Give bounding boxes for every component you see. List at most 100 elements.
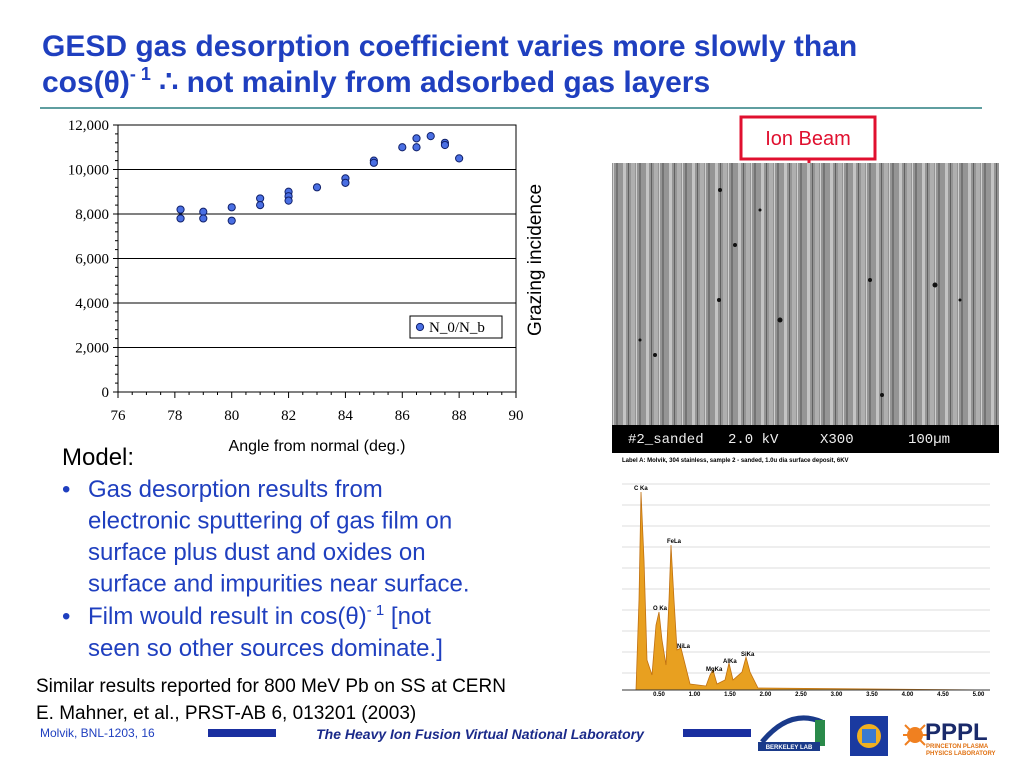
- data-point: [440, 140, 450, 150]
- legend-label: N_0/N_b: [429, 320, 485, 336]
- berkeley-logo: [758, 715, 825, 751]
- bullet-text: seen so other sources dominate.]: [88, 635, 443, 662]
- data-point: [199, 207, 208, 216]
- spectrum-peak-label: FeLa: [667, 539, 682, 545]
- pppl-logo: [903, 724, 927, 746]
- y-tick-label: 6,000: [75, 252, 109, 268]
- ion-beam-label: Ion Beam: [765, 128, 851, 150]
- x-tick-label: 86: [395, 408, 411, 424]
- spectrum-tick-label: 2.00: [760, 692, 772, 698]
- sem-specks: [638, 188, 962, 397]
- spectrum-tick-label: 1.50: [724, 692, 736, 698]
- data-point: [398, 143, 407, 152]
- title-text: ∴ not mainly from adsorbed gas layers: [151, 66, 710, 99]
- x-tick-label: 76: [111, 408, 127, 424]
- spectrum-tick-label: 5.00: [973, 692, 985, 698]
- model-heading: Model:: [62, 444, 134, 471]
- data-point: [412, 143, 421, 152]
- data-point: [176, 205, 185, 214]
- x-tick-label: 88: [452, 408, 467, 424]
- bullets: • Gas desorption results from electronic s…: [62, 476, 470, 598]
- title-superscript: - 1: [130, 64, 151, 84]
- spectrum-tick-label: 0.50: [653, 692, 665, 698]
- spectrum-tick-label: 1.00: [689, 692, 701, 698]
- data-point: [412, 134, 421, 143]
- y-tick-label: 2,000: [75, 341, 109, 357]
- logo-text: PHYSICS LABORATORY: [926, 751, 996, 757]
- spectrum-tick-label: 3.00: [831, 692, 843, 698]
- spectrum-tick-label: 3.50: [866, 692, 878, 698]
- center-logo: [850, 716, 888, 756]
- title: GESD gas desorption coefficient varies m…: [42, 30, 857, 63]
- footer-bar: [208, 729, 276, 737]
- legend-box: [409, 315, 503, 339]
- note: E. Mahner, et al., PRST-AB 6, 013201 (20…: [36, 703, 416, 724]
- sem-image: [612, 163, 999, 425]
- note: Similar results reported for 800 MeV Pb …: [36, 676, 506, 697]
- data-point: [426, 132, 435, 141]
- spectrum-tick-label: 4.00: [902, 692, 914, 698]
- ion-beam-box: [739, 115, 877, 161]
- data-point: [284, 196, 293, 205]
- data-point: [176, 214, 185, 223]
- y-tick-label: 12,000: [68, 118, 109, 134]
- data-point: [256, 201, 265, 210]
- bullet-text: surface and impurities near surface.: [88, 571, 470, 598]
- logo-text: PPPL: [925, 719, 988, 746]
- spectrum-tick-label: 4.50: [937, 692, 949, 698]
- spectrum-tick-label: 2.50: [795, 692, 807, 698]
- sem-info: 100µm: [908, 432, 950, 448]
- scatter-chart: 0 2,000 4,000 6,000 8,000 10,000 12,000 76 78 80 8…: [68, 118, 524, 424]
- sem-info: #2_sanded: [628, 432, 704, 448]
- data-point: [455, 154, 464, 163]
- x-tick-label: 82: [281, 408, 296, 424]
- footer-center: The Heavy Ion Fusion Virtual National La…: [316, 726, 645, 742]
- x-tick-label: 90: [509, 408, 524, 424]
- bullet-text: surface plus dust and oxides on: [88, 539, 426, 566]
- bullet-marker: •: [62, 476, 70, 503]
- data-point: [256, 194, 265, 203]
- spectrum-curve: [622, 491, 991, 691]
- title-text: cos(θ): [42, 66, 130, 99]
- x-tick-label: 80: [224, 408, 239, 424]
- y-tick-label: 4,000: [75, 296, 109, 312]
- spectrum-peak-label: SiKa: [741, 652, 755, 658]
- spectrum-peak-label: AlKa: [723, 659, 737, 665]
- legend-marker: [415, 322, 425, 332]
- sem-caption: Label A: Molvik, 304 stainless, sample 2…: [622, 458, 849, 464]
- bullet-text: electronic sputtering of gas film on: [88, 508, 452, 535]
- y-tick-label: 8,000: [75, 207, 109, 223]
- data-point: [199, 214, 208, 223]
- spectrum-peak-label: NiLa: [677, 644, 691, 650]
- spectrum-peak-label: O Ka: [653, 606, 668, 612]
- spectrum-peak-label: MgKa: [706, 667, 723, 673]
- data-point: [312, 183, 322, 192]
- bullet-marker: •: [62, 603, 70, 630]
- logo-text: BERKELEY LAB: [766, 745, 813, 751]
- data-point: [227, 216, 236, 225]
- y-tick-label: 0: [102, 385, 110, 401]
- annotation: Grazing incidence: [525, 184, 546, 336]
- bullet-text: Film would result in cos(θ)- 1 [not: [88, 602, 431, 630]
- x-tick-label: 78: [167, 408, 182, 424]
- sem-info-bar: [612, 425, 999, 453]
- spectrum-peak-label: C Ka: [634, 486, 648, 492]
- bullet-text: [not: [384, 603, 431, 630]
- sem-info: X300: [820, 432, 854, 448]
- data-point: [227, 203, 236, 212]
- x-axis-title: Angle from normal (deg.): [229, 438, 406, 455]
- footer-left: Molvik, BNL-1203, 16: [40, 726, 155, 740]
- sem-info: 2.0 kV: [728, 432, 779, 448]
- title: cos(θ)- 1 ∴ not mainly from adsorbed gas…: [42, 64, 710, 99]
- x-tick-label: 84: [338, 408, 354, 424]
- logo-text: PRINCETON PLASMA: [926, 744, 989, 750]
- bullet-superscript: - 1: [367, 602, 385, 619]
- footer-bar: [683, 729, 751, 737]
- bullet-text: Film would result in cos(θ): [88, 603, 367, 630]
- y-tick-label: 10,000: [68, 163, 109, 179]
- sem-shade: [612, 163, 999, 425]
- data-point: [369, 158, 378, 167]
- data-point: [341, 178, 350, 187]
